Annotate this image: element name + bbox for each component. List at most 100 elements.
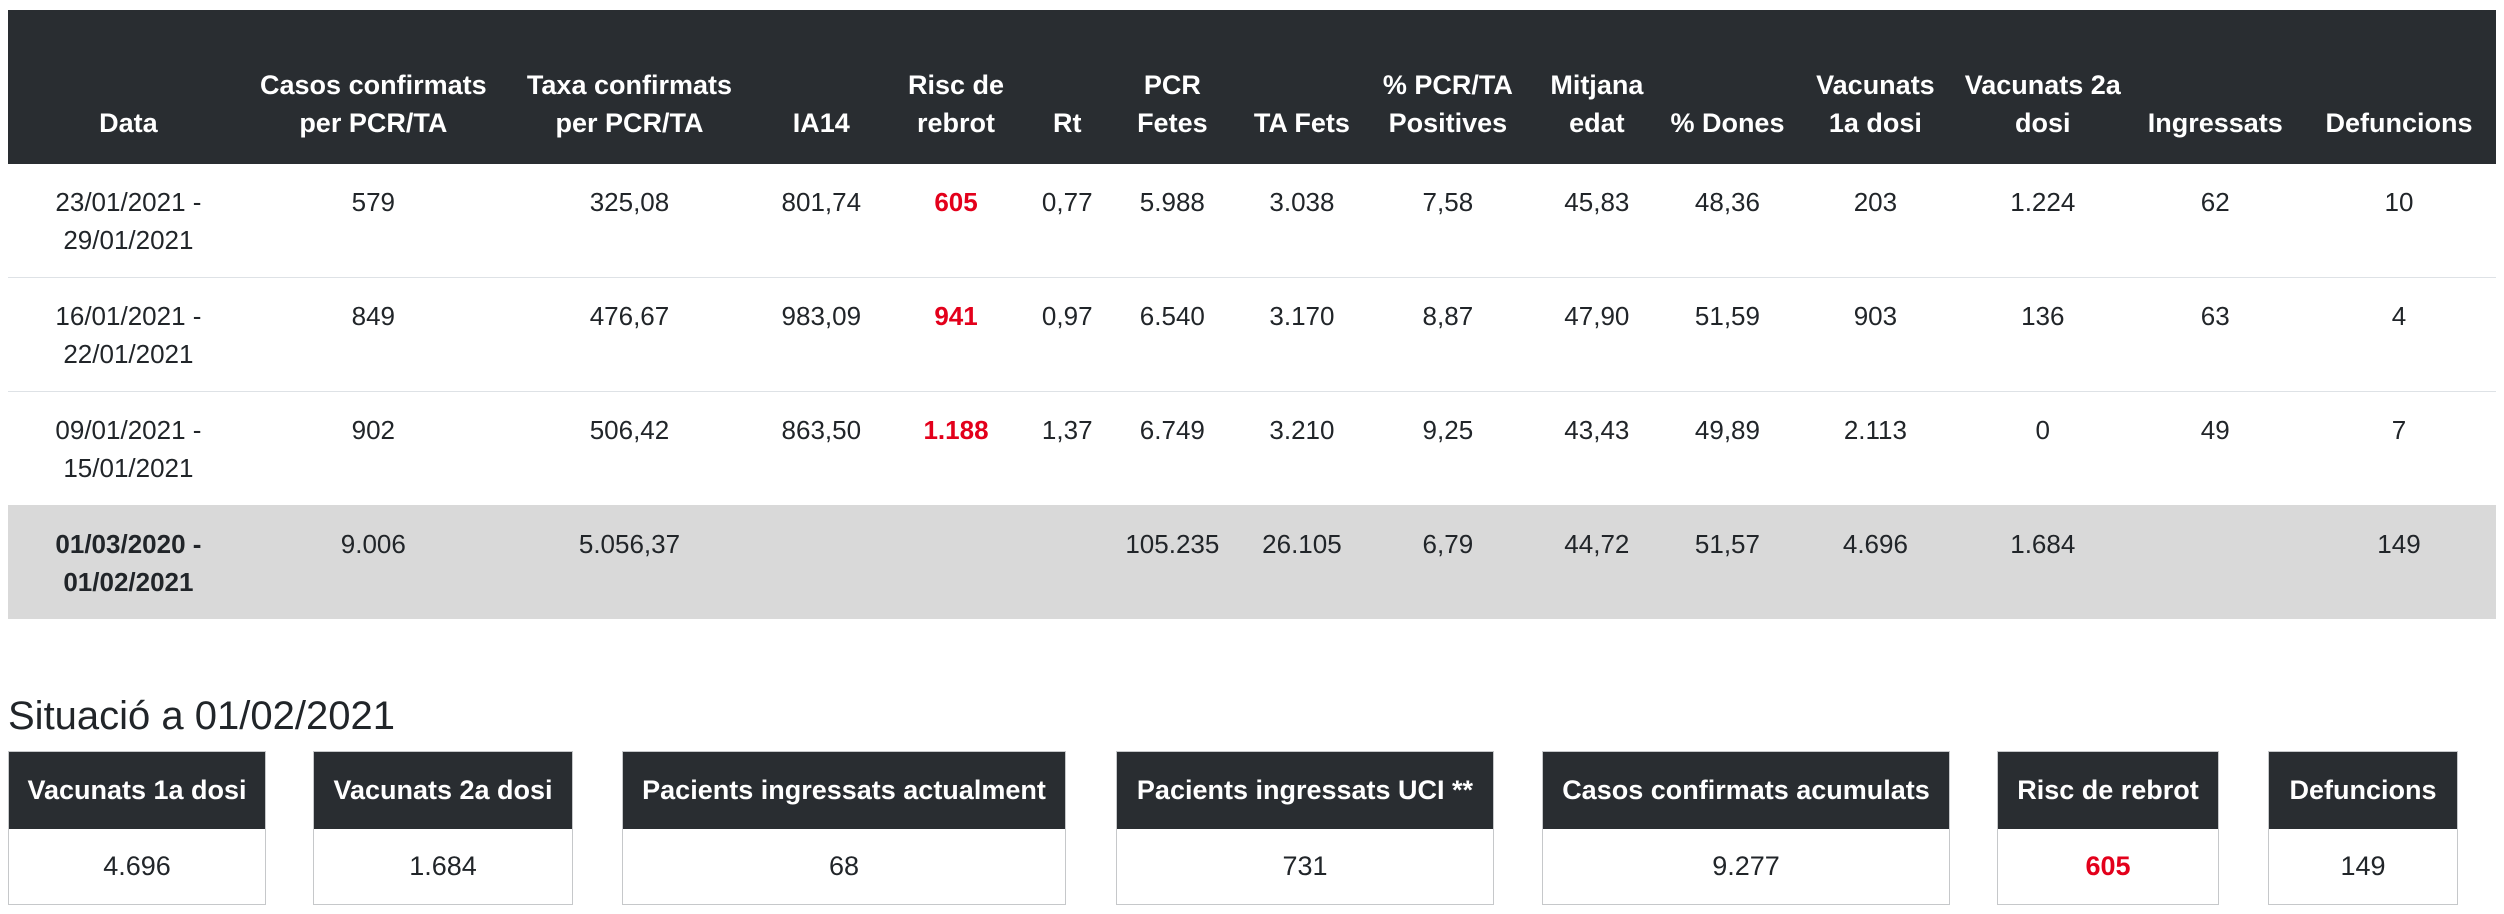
cell-vac2: 1.684 (1957, 505, 2129, 619)
cell-vac1: 2.113 (1793, 391, 1958, 506)
cell-ta: 3.170 (1240, 277, 1364, 392)
col-header-deaths: Defuncions (2301, 10, 2496, 164)
cell-vac2: 136 (1957, 277, 2129, 392)
cell-cases: 849 (248, 277, 498, 392)
cell-vac2: 0 (1957, 391, 2129, 506)
cell-rate: 5.056,37 (497, 505, 762, 619)
cell-deaths: 4 (2301, 277, 2496, 392)
card-value: 605 (2085, 851, 2131, 881)
cell-age: 47,90 (1532, 277, 1662, 392)
card-value: 9.277 (1712, 851, 1780, 881)
cell-cases: 9.006 (248, 505, 498, 619)
card-vaccinated-first-dose: Vacunats 1a dosi 4.696 (8, 751, 266, 905)
cell-rate: 506,42 (497, 391, 762, 506)
cell-admitted (2128, 505, 2302, 619)
cell-vac1: 4.696 (1793, 505, 1958, 619)
card-label: Casos confirmats acumulats (1543, 752, 1949, 829)
card-label: Pacients ingressats actualment (623, 752, 1065, 829)
cell-pcr: 5.988 (1139, 187, 1205, 217)
cell-rt: 0,77 (1041, 187, 1093, 217)
card-label: Pacients ingressats UCI ** (1117, 752, 1493, 829)
card-label: Risc de rebrot (1998, 752, 2218, 829)
cell-pcr: 105.235 (1103, 505, 1241, 619)
cell-deaths: 149 (2301, 505, 2496, 619)
col-header-rt: Rt (1030, 10, 1104, 164)
cell-positives: 6,79 (1363, 505, 1533, 619)
cell-women: 51,59 (1661, 277, 1794, 392)
cell-positives: 9,25 (1363, 391, 1533, 506)
cell-rate: 325,08 (589, 187, 670, 217)
cell-rt (1030, 505, 1104, 619)
col-header-vac1: Vacunats 1a dosi (1793, 10, 1958, 164)
card-icu-admissions: Pacients ingressats UCI ** 731 (1116, 751, 1494, 905)
cell-age: 44,72 (1532, 505, 1662, 619)
cell-ta: 3.210 (1240, 391, 1364, 506)
col-header-ia14: IA14 (761, 10, 882, 164)
cell-pcr: 6.540 (1103, 277, 1241, 392)
col-header-age: Mitjana edat (1532, 10, 1662, 164)
cell-positives: 8,87 (1363, 277, 1533, 392)
cell-risk: 941 (881, 277, 1031, 392)
card-current-admissions: Pacients ingressats actualment 68 (622, 751, 1066, 905)
col-header-admitted: Ingressats (2128, 10, 2302, 164)
card-value: 731 (1282, 851, 1328, 881)
table-row: 23/01/2021 - 29/01/2021 579 325,08 801,7… (8, 164, 2496, 278)
cell-deaths: 10 (2384, 187, 2414, 217)
col-header-rate: Taxa confirmats per PCR/TA (497, 10, 762, 164)
cell-women: 49,89 (1661, 391, 1794, 506)
cell-positives: 7,58 (1422, 187, 1474, 217)
cell-risk: 605 (934, 187, 978, 217)
cell-period: 01/03/2020 - 01/02/2021 (8, 505, 249, 619)
cell-risk (881, 505, 1031, 619)
card-value: 68 (828, 851, 860, 881)
col-header-date: Data (8, 10, 249, 164)
col-header-pcr: PCR Fetes (1103, 10, 1241, 164)
cell-vac1: 903 (1793, 277, 1958, 392)
cell-ia14 (761, 505, 882, 619)
col-header-ta: TA Fets (1240, 10, 1364, 164)
card-deaths: Defuncions 149 (2268, 751, 2458, 905)
cell-period: 09/01/2021 - 15/01/2021 (8, 391, 249, 506)
card-vaccinated-second-dose: Vacunats 2a dosi 1.684 (313, 751, 573, 905)
cell-cases: 902 (248, 391, 498, 506)
cell-rate: 476,67 (497, 277, 762, 392)
card-label: Vacunats 2a dosi (314, 752, 572, 829)
cell-admitted: 49 (2128, 391, 2302, 506)
cell-risk: 1.188 (881, 391, 1031, 506)
table-row: 16/01/2021 - 22/01/2021 849 476,67 983,0… (8, 277, 2496, 392)
card-value: 1.684 (409, 851, 477, 881)
table-header-row: Data Casos confirmats per PCR/TA Taxa co… (8, 10, 2496, 164)
cell-vac1: 203 (1853, 187, 1898, 217)
cell-ta: 26.105 (1240, 505, 1364, 619)
col-header-risk: Risc de rebrot (881, 10, 1031, 164)
cell-cases: 579 (351, 187, 396, 217)
card-value: 4.696 (103, 851, 171, 881)
cell-vac2: 1.224 (2010, 187, 2076, 217)
table-row: 09/01/2021 - 15/01/2021 902 506,42 863,5… (8, 391, 2496, 506)
card-outbreak-risk: Risc de rebrot 605 (1997, 751, 2219, 905)
card-cumulative-cases: Casos confirmats acumulats 9.277 (1542, 751, 1950, 905)
col-header-cases: Casos confirmats per PCR/TA (248, 10, 498, 164)
cell-period: 23/01/2021 - 29/01/2021 (55, 187, 202, 255)
cell-rt: 0,97 (1030, 277, 1104, 392)
card-value: 149 (2340, 851, 2386, 881)
cell-rt: 1,37 (1030, 391, 1104, 506)
cell-pcr: 6.749 (1103, 391, 1241, 506)
card-label: Defuncions (2269, 752, 2457, 829)
cell-ta: 3.038 (1269, 187, 1335, 217)
col-header-positives: % PCR/TA Positives (1363, 10, 1533, 164)
cell-age: 43,43 (1532, 391, 1662, 506)
situation-title: Situació a 01/02/2021 (8, 694, 395, 738)
cell-ia14: 983,09 (761, 277, 882, 392)
cell-women: 48,36 (1694, 187, 1760, 217)
table-total-row: 01/03/2020 - 01/02/2021 9.006 5.056,37 1… (8, 505, 2496, 619)
weekly-data-table: Data Casos confirmats per PCR/TA Taxa co… (8, 10, 2496, 619)
cell-ia14: 801,74 (781, 187, 862, 217)
cell-women: 51,57 (1661, 505, 1794, 619)
cell-age: 45,83 (1564, 187, 1630, 217)
cell-deaths: 7 (2301, 391, 2496, 506)
col-header-women: % Dones (1661, 10, 1794, 164)
card-label: Vacunats 1a dosi (9, 752, 265, 829)
cell-period: 16/01/2021 - 22/01/2021 (8, 277, 249, 392)
cell-admitted: 63 (2128, 277, 2302, 392)
